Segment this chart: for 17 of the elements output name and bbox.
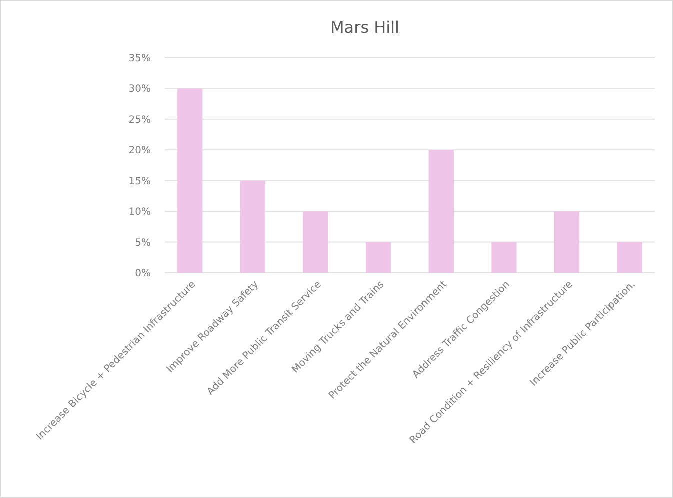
y-tick-label: 5%: [135, 238, 151, 249]
chart-title: Mars Hill: [330, 18, 400, 37]
y-tick-label: 35%: [128, 54, 151, 64]
bar: [366, 242, 392, 273]
y-tick-label: 30%: [128, 84, 151, 96]
bar: [492, 242, 517, 273]
y-tick-label: 15%: [128, 176, 151, 188]
bar: [428, 150, 454, 273]
y-tick-label: 20%: [128, 146, 151, 157]
bar: [240, 180, 266, 273]
y-tick-label: 0%: [135, 268, 151, 280]
bar: [303, 212, 328, 273]
bar: [178, 88, 203, 273]
y-tick-label: 10%: [128, 207, 151, 218]
y-tick-label: 25%: [128, 114, 151, 126]
bar: [554, 212, 580, 273]
bar: [617, 242, 642, 273]
